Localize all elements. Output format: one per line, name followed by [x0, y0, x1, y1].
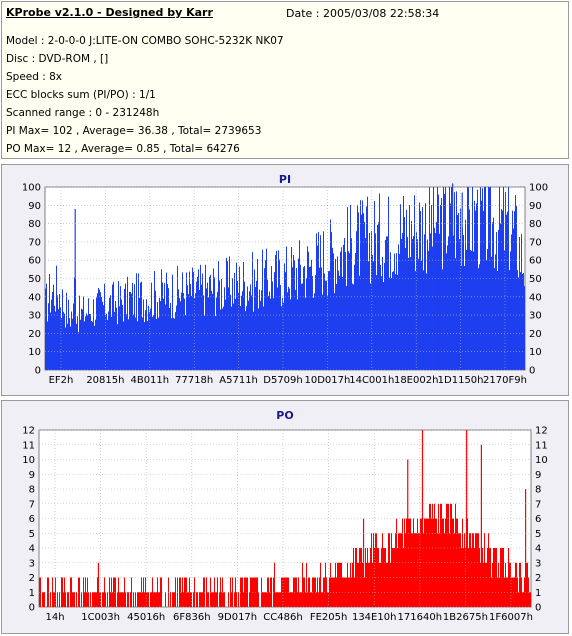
po-ytick-right: 7: [535, 499, 541, 510]
pi-ytick-right: 70: [529, 237, 542, 248]
info-ecc: ECC blocks sum (PI/PO) : 1/1: [6, 89, 156, 101]
po-ytick-right: 1: [535, 588, 541, 599]
pi-xtick: A5711h: [219, 375, 258, 386]
po-xtick: FE205h: [310, 612, 348, 623]
po-ytick-left: 6: [29, 514, 35, 525]
pi-ytick-right: 10: [529, 347, 542, 358]
pi-ytick-right: 50: [529, 274, 542, 285]
pi-ytick-right: 80: [529, 219, 542, 230]
po-ytick-left: 3: [29, 558, 35, 569]
po-ytick-right: 6: [535, 514, 541, 525]
po-ytick-left: 4: [29, 544, 35, 555]
po-ytick-right: 3: [535, 558, 541, 569]
po-xtick: CC486h: [263, 612, 302, 623]
po-ytick-right: 9: [535, 470, 541, 481]
po-ytick-left: 12: [22, 426, 35, 437]
info-disc: Disc : DVD-ROM , []: [6, 53, 109, 65]
pi-ytick-left: 0: [35, 366, 41, 377]
pi-ytick-left: 90: [28, 201, 41, 212]
pi-xtick: 14C001h: [349, 375, 394, 386]
po-ytick-left: 7: [29, 499, 35, 510]
pi-ytick-right: 60: [529, 256, 542, 267]
info-range: Scanned range : 0 - 231248h: [6, 107, 160, 119]
po-ytick-left: 9: [29, 470, 35, 481]
po-ytick-left: 8: [29, 485, 35, 496]
po-ytick-right: 2: [535, 573, 541, 584]
pi-ytick-left: 30: [28, 311, 41, 322]
po-ytick-right: 12: [535, 426, 548, 437]
pi-ytick-left: 50: [28, 274, 41, 285]
pi-xtick: 20815h: [86, 375, 124, 386]
po-chart-title: PO: [276, 409, 294, 422]
pi-chart: 0 0 10 10 20 20 30 30 40 40 50 50 60 60 70 70 80 80 90 90 10…: [22, 183, 548, 387]
pi-ytick-left: 40: [28, 292, 41, 303]
po-xtick: 1F6007h: [489, 612, 533, 623]
po-xtick: 14h: [45, 612, 64, 623]
info-pi-summary: PI Max= 102 , Average= 36.38 , Total= 27…: [6, 125, 262, 137]
pi-ytick-right: 20: [529, 329, 542, 340]
pi-ytick-left: 100: [22, 183, 41, 194]
po-xtick: 1C003h: [81, 612, 120, 623]
pi-ytick-right: 100: [529, 183, 548, 194]
pi-ytick-right: 30: [529, 311, 542, 322]
po-xtick: 45016h: [127, 612, 165, 623]
po-xtick: 9D017h: [218, 612, 258, 623]
po-ytick-right: 5: [535, 529, 541, 540]
po-ytick-right: 8: [535, 485, 541, 496]
pi-xtick: 1D1150h: [438, 375, 484, 386]
pi-ytick-left: 10: [28, 347, 41, 358]
pi-ytick-left: 60: [28, 256, 41, 267]
po-xtick: 134E10h: [352, 612, 396, 623]
pi-ytick-left: 20: [28, 329, 41, 340]
pi-series: [45, 187, 525, 370]
pi-chart-title: PI: [278, 173, 292, 186]
po-chart-panel: PO 0 0 1 1 2 2 3 3 4 4 5 5 6 6 7 7 8 8 9 9 10 10 11 11 12 12 14h 1C…: [1, 400, 569, 634]
app-title: KProbe v2.1.0 - Designed by Karr: [6, 6, 213, 19]
po-ytick-right: 10: [535, 455, 548, 466]
pi-xtick: 10D017h: [304, 375, 350, 386]
po-ytick-left: 5: [29, 529, 35, 540]
pi-xtick: 18E002h: [394, 375, 438, 386]
pi-xtick: D5709h: [263, 375, 303, 386]
po-ytick-left: 10: [22, 455, 35, 466]
pi-xtick: 4B011h: [130, 375, 169, 386]
info-model: Model : 2-0-0-0 J:LITE-ON COMBO SOHC-523…: [6, 35, 284, 47]
pi-ytick-right: 40: [529, 292, 542, 303]
pi-xtick: 2170F9h: [483, 375, 527, 386]
po-xtick: 6F836h: [173, 612, 211, 623]
po-ytick-right: 0: [535, 603, 541, 614]
scan-date: Date : 2005/03/08 22:58:34: [286, 7, 440, 20]
info-speed: Speed : 8x: [6, 71, 63, 83]
po-ytick-left: 1: [29, 588, 35, 599]
po-ytick-left: 0: [29, 603, 35, 614]
po-ytick-right: 4: [535, 544, 541, 555]
pi-ytick-left: 80: [28, 219, 41, 230]
po-ytick-left: 2: [29, 573, 35, 584]
po-xtick: 171640h: [398, 612, 443, 623]
info-panel: KProbe v2.1.0 - Designed by Karr Date : …: [1, 1, 569, 159]
po-xtick: 1B2675h: [443, 612, 488, 623]
po-ytick-left: 11: [22, 440, 35, 451]
pi-ytick-right: 90: [529, 201, 542, 212]
pi-ytick-left: 70: [28, 237, 41, 248]
info-po-summary: PO Max= 12 , Average= 0.85 , Total= 6427…: [6, 143, 240, 155]
po-ytick-right: 11: [535, 440, 548, 451]
pi-xtick: 77718h: [175, 375, 213, 386]
pi-chart-panel: PI 0 0 10 10 20 20 30 30 40 40 50 50 60 60 70 70 80 80 90 9…: [1, 164, 569, 396]
pi-ytick-right: 0: [529, 366, 535, 377]
pi-xtick: EF2h: [49, 375, 74, 386]
